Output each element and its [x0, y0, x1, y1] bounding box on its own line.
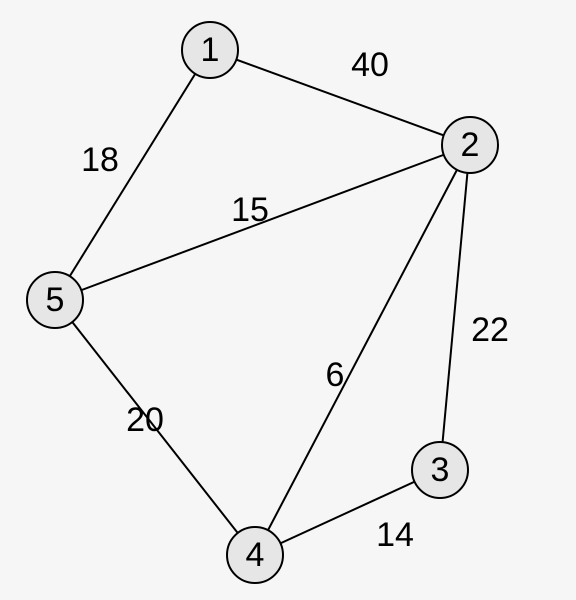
node-label-3: 3 [431, 451, 450, 489]
edge-weight-2-3: 22 [471, 311, 509, 349]
weighted-graph: 40 18 15 22 6 14 20 1 2 3 4 5 [0, 0, 576, 600]
node-label-5: 5 [46, 281, 65, 319]
nodes-layer: 1 2 3 4 5 [27, 22, 498, 583]
node-1: 1 [182, 22, 238, 78]
edge-weight-1-2: 40 [351, 46, 389, 84]
edge-1-5 [55, 50, 210, 300]
node-2: 2 [442, 117, 498, 173]
node-3: 3 [412, 442, 468, 498]
edge-weight-1-5: 18 [81, 141, 119, 179]
edge-weight-2-5: 15 [231, 191, 269, 229]
node-5: 5 [27, 272, 83, 328]
node-4: 4 [227, 527, 283, 583]
edge-1-2 [210, 50, 470, 145]
edge-weight-4-5: 20 [126, 401, 164, 439]
edge-weight-2-4: 6 [326, 356, 345, 394]
node-label-2: 2 [461, 126, 480, 164]
node-label-1: 1 [201, 31, 220, 69]
edge-weight-3-4: 14 [376, 516, 414, 554]
edges-layer [55, 50, 470, 555]
node-label-4: 4 [246, 536, 265, 574]
